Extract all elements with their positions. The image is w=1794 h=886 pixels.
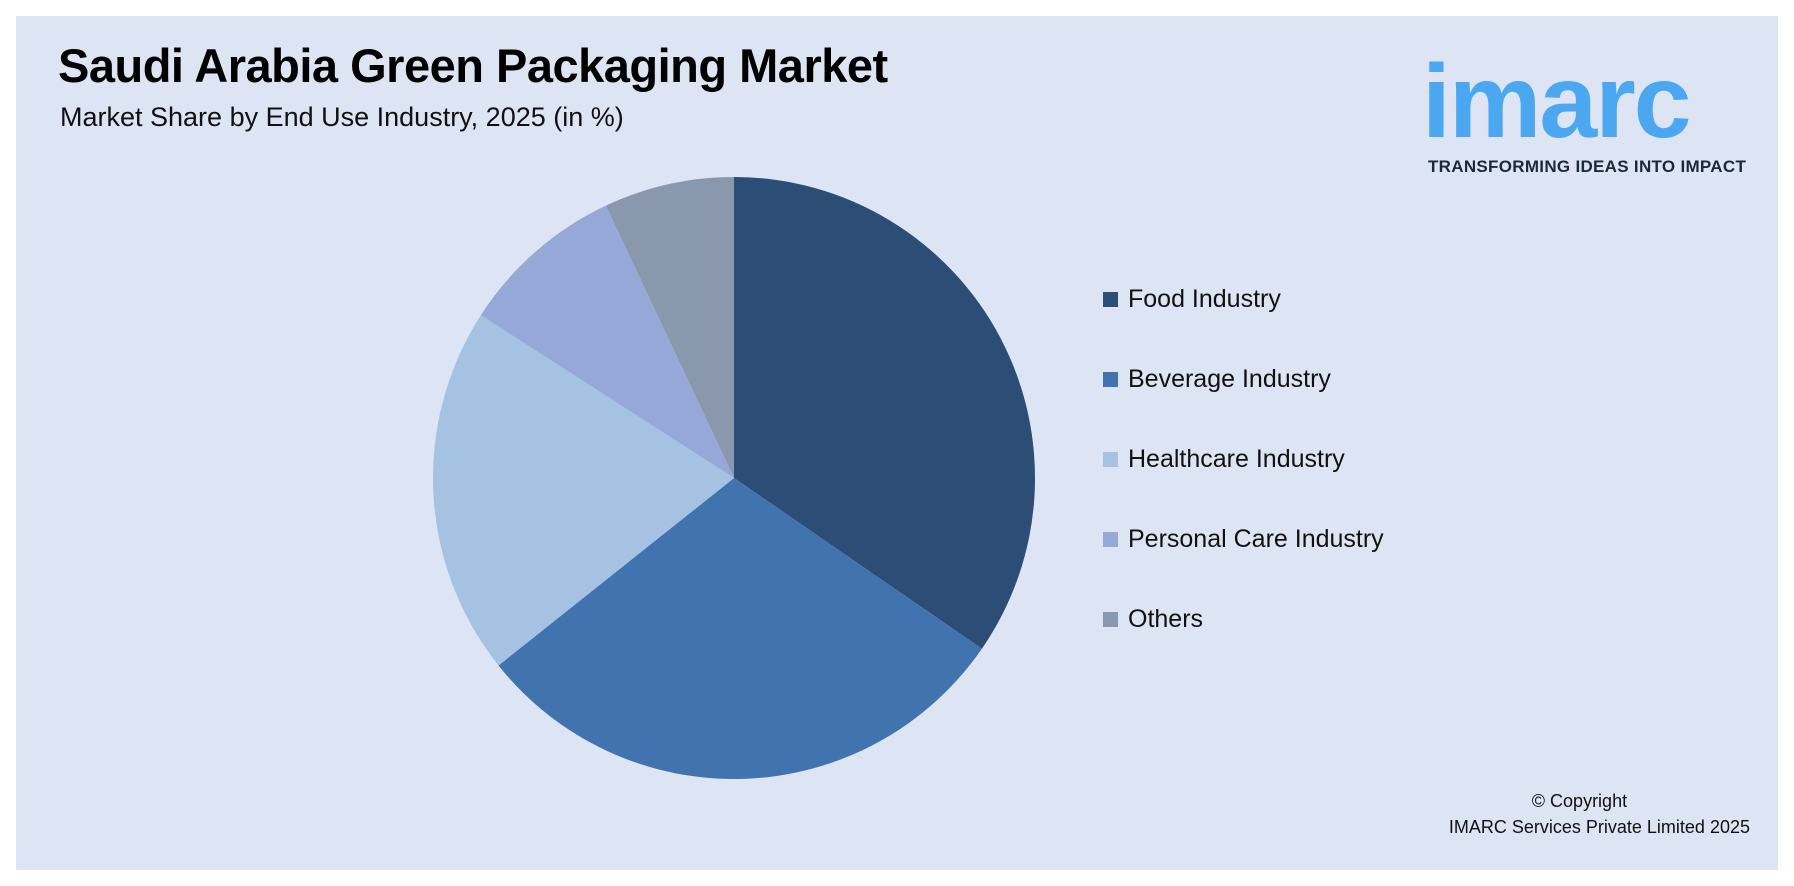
pie-slice-healthcare-industry (432, 315, 734, 666)
legend-label: Food Industry (1128, 285, 1281, 313)
pie-slice-beverage-industry (498, 478, 982, 779)
legend-item-food: Food Industry (1103, 286, 1384, 312)
copyright-line: © Copyright (1531, 791, 1628, 811)
legend-swatch (1103, 451, 1118, 467)
legend-item-others: Others (1103, 606, 1384, 632)
chart-title: Saudi Arabia Green Packaging Market (58, 39, 888, 92)
legend-item-beverage: Beverage Industry (1103, 366, 1384, 392)
legend-item-personal-care: Personal Care Industry (1103, 526, 1384, 552)
chart-subtitle: Market Share by End Use Industry, 2025 (… (60, 102, 624, 132)
legend-swatch (1103, 291, 1118, 307)
legend-label: Beverage Industry (1128, 365, 1331, 393)
legend-swatch (1103, 371, 1118, 387)
copyright-owner: IMARC Services Private Limited 2025 (1448, 817, 1750, 837)
legend-label: Healthcare Industry (1128, 445, 1345, 473)
legend-swatch (1103, 611, 1118, 627)
imarc-logo: imarc TRANSFORMING IDEAS INTO IMPACT (1420, 30, 1765, 180)
legend-item-healthcare: Healthcare Industry (1103, 446, 1384, 472)
logo-tagline: TRANSFORMING IDEAS INTO IMPACT (1428, 157, 1747, 176)
copyright: © Copyright IMARC Services Private Limit… (1449, 788, 1750, 840)
logo-wordmark: imarc (1422, 44, 1692, 160)
pie-slice-others (605, 177, 734, 478)
legend-swatch (1103, 531, 1118, 547)
legend-label: Others (1128, 605, 1204, 633)
legend-label: Personal Care Industry (1128, 525, 1384, 553)
pie-slice-food-industry (734, 177, 1035, 649)
pie-slice-personal-care-industry (480, 205, 734, 478)
legend: Food Industry Beverage Industry Healthca… (1103, 286, 1384, 686)
